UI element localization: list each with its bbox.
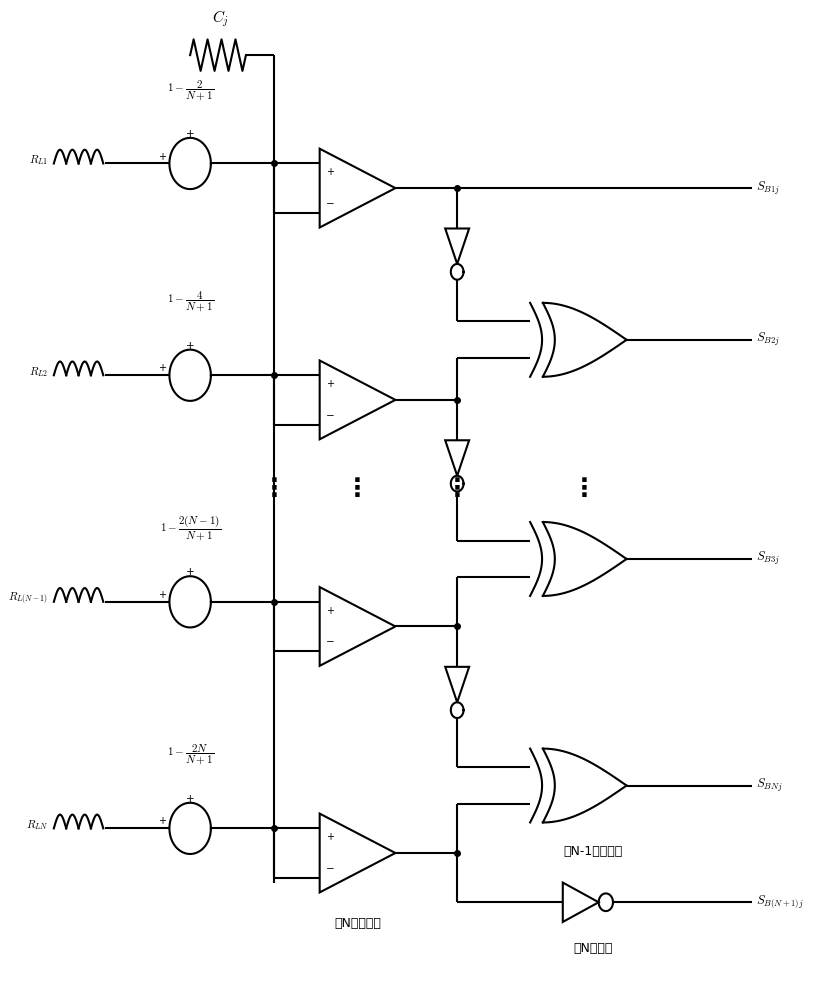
Text: +: + bbox=[185, 341, 194, 351]
Text: −: − bbox=[325, 637, 334, 647]
Text: −: − bbox=[325, 411, 334, 421]
Text: $1-\dfrac{4}{N+1}$: $1-\dfrac{4}{N+1}$ bbox=[166, 289, 213, 313]
Text: $1-\dfrac{2(N-1)}{N+1}$: $1-\dfrac{2(N-1)}{N+1}$ bbox=[160, 513, 221, 542]
Text: +: + bbox=[158, 152, 166, 162]
Text: 第N个比较器: 第N个比较器 bbox=[333, 917, 380, 930]
Text: $R_{L(N-1)}$: $R_{L(N-1)}$ bbox=[8, 591, 48, 606]
Text: $S_{B3j}$: $S_{B3j}$ bbox=[755, 550, 779, 567]
Text: ⋮: ⋮ bbox=[444, 477, 469, 501]
Text: $R_{L1}$: $R_{L1}$ bbox=[29, 154, 48, 167]
Text: +: + bbox=[158, 816, 166, 826]
Text: +: + bbox=[185, 794, 194, 804]
Text: +: + bbox=[158, 590, 166, 600]
Text: ⋮: ⋮ bbox=[571, 477, 596, 501]
Text: $R_{L2}$: $R_{L2}$ bbox=[29, 365, 48, 379]
Text: ⋮: ⋮ bbox=[261, 477, 286, 501]
Text: +: + bbox=[326, 832, 333, 842]
Text: $S_{B2j}$: $S_{B2j}$ bbox=[755, 331, 779, 348]
Text: 第N-1个异或门: 第N-1个异或门 bbox=[562, 845, 622, 858]
Text: 第N个非门: 第N个非门 bbox=[572, 942, 612, 955]
Text: +: + bbox=[185, 567, 194, 577]
Text: $R_{LN}$: $R_{LN}$ bbox=[26, 818, 48, 832]
Text: −: − bbox=[325, 199, 334, 209]
Text: +: + bbox=[326, 606, 333, 616]
Text: $S_{B(N+1)j}$: $S_{B(N+1)j}$ bbox=[755, 894, 803, 910]
Text: +: + bbox=[326, 379, 333, 389]
Text: +: + bbox=[326, 167, 333, 177]
Text: −: − bbox=[325, 864, 334, 874]
Text: $C_j$: $C_j$ bbox=[212, 8, 229, 29]
Text: $1-\dfrac{2N}{N+1}$: $1-\dfrac{2N}{N+1}$ bbox=[166, 743, 213, 766]
Text: $S_{B1j}$: $S_{B1j}$ bbox=[755, 180, 779, 197]
Text: +: + bbox=[185, 129, 194, 139]
Text: $1-\dfrac{2}{N+1}$: $1-\dfrac{2}{N+1}$ bbox=[166, 78, 213, 102]
Text: $S_{BNj}$: $S_{BNj}$ bbox=[755, 777, 782, 794]
Text: ⋮: ⋮ bbox=[345, 477, 370, 501]
Text: +: + bbox=[158, 363, 166, 373]
